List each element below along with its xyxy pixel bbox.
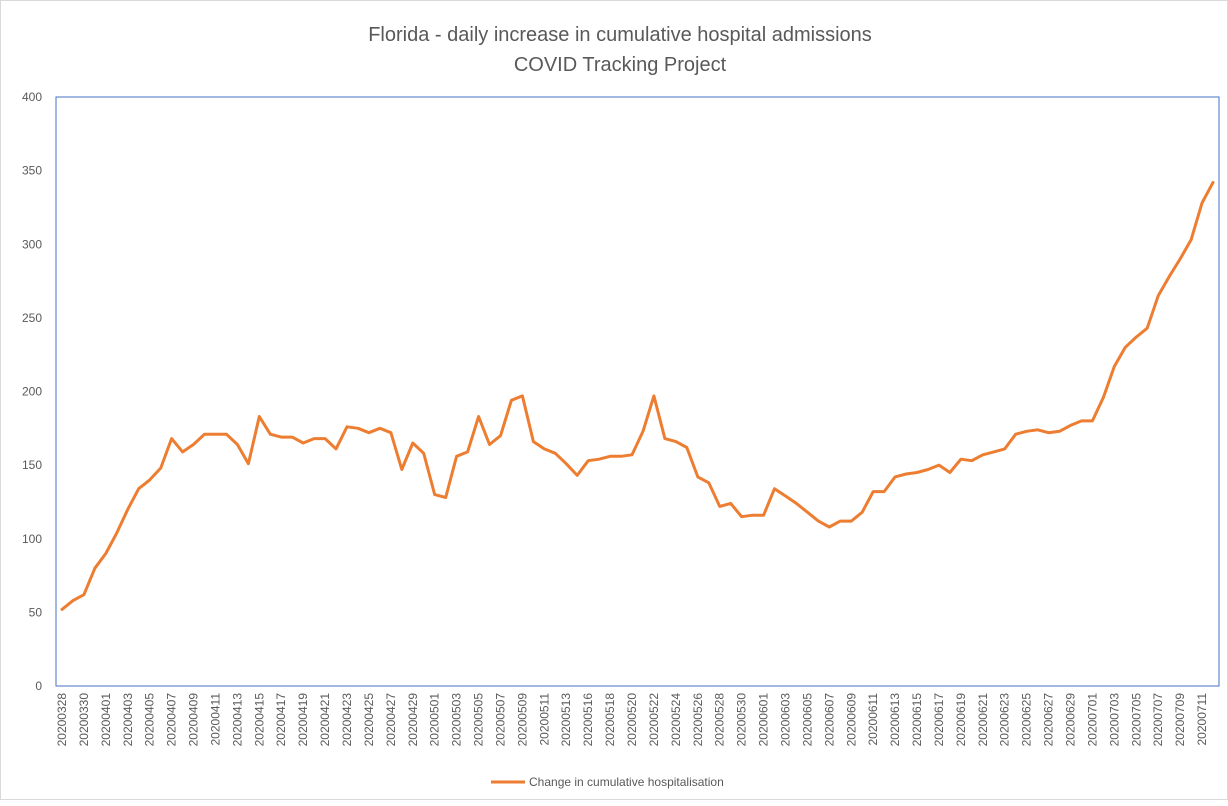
- x-tick-label: 20200407: [165, 693, 179, 747]
- y-tick-label: 350: [22, 164, 42, 178]
- x-tick-label: 20200703: [1107, 693, 1121, 747]
- x-tick-label: 20200518: [603, 693, 617, 747]
- x-tick-label: 20200605: [800, 693, 814, 747]
- x-tick-label: 20200524: [669, 693, 683, 747]
- x-tick-label: 20200603: [778, 693, 792, 747]
- x-tick-label: 20200627: [1042, 693, 1056, 747]
- x-tick-label: 20200526: [691, 693, 705, 747]
- y-tick-label: 200: [22, 385, 42, 399]
- x-tick-label: 20200701: [1085, 693, 1099, 747]
- x-tick-label: 20200619: [954, 693, 968, 747]
- series-group: [60, 180, 1215, 611]
- x-tick-label: 20200328: [55, 693, 69, 747]
- x-tick-label: 20200611: [866, 693, 880, 746]
- plot-area: [55, 96, 1220, 687]
- x-tick-label: 20200601: [757, 693, 771, 747]
- chart-title: Florida - daily increase in cumulative h…: [368, 24, 872, 46]
- x-tick-label: 20200505: [472, 693, 486, 747]
- x-tick-label: 20200417: [274, 693, 288, 747]
- x-tick-label: 20200427: [384, 693, 398, 747]
- x-tick-label: 20200411: [208, 693, 222, 746]
- x-tick-label: 20200613: [888, 693, 902, 747]
- x-tick-label: 20200401: [99, 693, 113, 747]
- series-line: [60, 180, 1215, 611]
- x-tick-label: 20200425: [362, 693, 376, 747]
- x-tick-label: 20200625: [1020, 693, 1034, 747]
- x-tick-label: 20200501: [428, 693, 442, 747]
- y-tick-label: 0: [35, 679, 42, 693]
- x-tick-label: 20200405: [143, 693, 157, 747]
- x-tick-label: 20200607: [822, 693, 836, 747]
- x-tick-label: 20200507: [493, 693, 507, 747]
- x-tick-label: 20200419: [296, 693, 310, 747]
- y-axis: 0 50 100 150 200 250 300 350 400: [22, 90, 42, 693]
- y-tick-label: 50: [29, 605, 43, 619]
- x-tick-label: 20200415: [252, 693, 266, 747]
- x-tick-label: 20200522: [647, 693, 661, 747]
- x-tick-label: 20200609: [844, 693, 858, 747]
- chart-subtitle: COVID Tracking Project: [514, 54, 727, 76]
- x-tick-label: 20200516: [581, 693, 595, 747]
- x-tick-label: 20200617: [932, 693, 946, 747]
- y-tick-label: 150: [22, 458, 42, 472]
- x-tick-label: 20200707: [1151, 693, 1165, 747]
- x-tick-label: 20200629: [1063, 693, 1077, 747]
- x-tick-label: 20200403: [121, 693, 135, 747]
- x-tick-label: 20200423: [340, 693, 354, 747]
- x-tick-label: 20200330: [77, 693, 91, 747]
- x-tick-label: 20200429: [406, 693, 420, 747]
- x-tick-label: 20200513: [559, 693, 573, 747]
- x-tick-label: 20200509: [515, 693, 529, 747]
- x-tick-label: 20200711: [1195, 693, 1209, 746]
- x-tick-label: 20200520: [625, 693, 639, 747]
- x-tick-label: 20200511: [537, 693, 551, 746]
- y-tick-label: 300: [22, 237, 42, 251]
- x-tick-label: 20200528: [713, 693, 727, 747]
- x-tick-label: 20200409: [187, 693, 201, 747]
- y-tick-label: 400: [22, 90, 42, 104]
- legend-label: Change in cumulative hospitalisation: [529, 775, 724, 789]
- x-tick-label: 20200530: [735, 693, 749, 747]
- x-axis: 20200328 20200330 20200401 20200403 20200405…: [55, 693, 1209, 747]
- legend: Change in cumulative hospitalisation: [491, 775, 724, 789]
- x-tick-label: 20200705: [1129, 693, 1143, 747]
- x-tick-label: 20200709: [1173, 693, 1187, 747]
- x-tick-label: 20200421: [318, 693, 332, 747]
- y-tick-label: 250: [22, 311, 42, 325]
- x-tick-label: 20200413: [230, 693, 244, 747]
- y-tick-label: 100: [22, 532, 42, 546]
- x-tick-label: 20200503: [450, 693, 464, 747]
- x-tick-label: 20200623: [998, 693, 1012, 747]
- x-tick-label: 20200615: [910, 693, 924, 747]
- x-tick-label: 20200621: [976, 693, 990, 747]
